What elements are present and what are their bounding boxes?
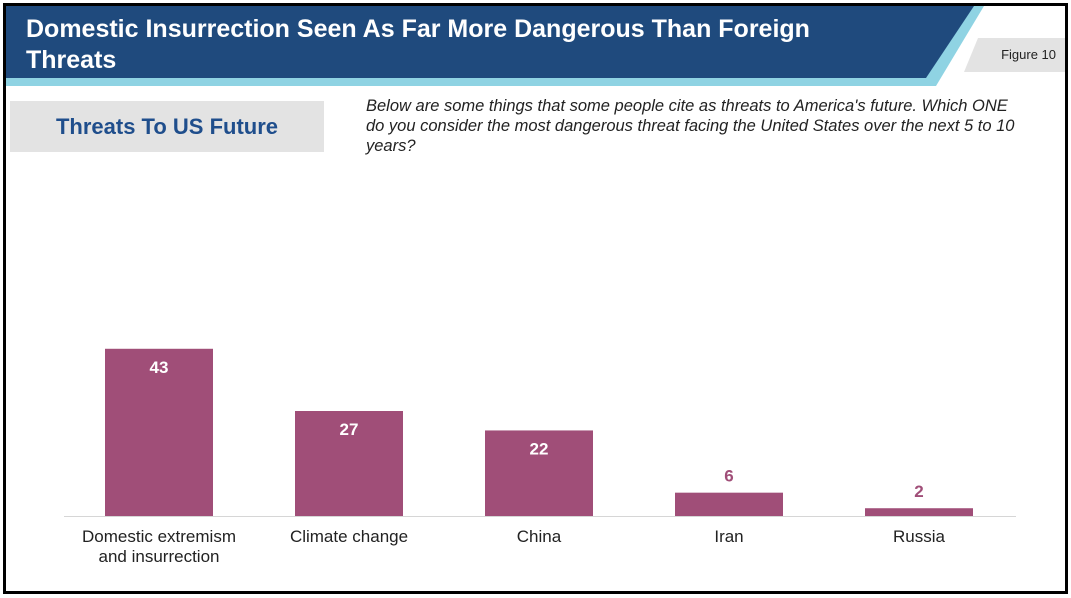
x-tick-label: Domestic extremism and insurrection: [59, 527, 259, 567]
x-tick-label-line: China: [516, 527, 562, 546]
figure-label: Figure 10: [1001, 47, 1056, 62]
x-tick-label-line: Iran: [714, 527, 744, 546]
data-label: 22: [530, 439, 549, 458]
x-tick-label: Iran: [629, 527, 829, 547]
x-tick-label: China: [439, 527, 639, 547]
subtitle: Threats To US Future: [55, 114, 279, 139]
x-tick-label-line: Climate change: [289, 527, 409, 546]
slide-frame: Domestic Insurrection Seen As Far More D…: [3, 3, 1068, 594]
title-band: [6, 6, 984, 86]
bar: [675, 492, 783, 516]
bar: [865, 508, 973, 516]
x-tick-label-line: and insurrection: [98, 547, 220, 566]
data-label: 27: [340, 420, 359, 439]
figure-tab: [964, 38, 1065, 72]
bar: [485, 430, 593, 516]
data-label: 43: [150, 358, 169, 377]
x-tick-label-line: Domestic extremism: [82, 527, 236, 546]
title-band-fill: [6, 6, 974, 78]
bar: [105, 348, 213, 516]
page-title: Domestic Insurrection Seen As Far More D…: [26, 15, 810, 74]
data-label: 6: [724, 467, 733, 486]
x-tick-label-line: Russia: [893, 527, 945, 546]
survey-question: Below are some things that some people c…: [366, 97, 1015, 155]
x-tick-label: Climate change: [249, 527, 449, 547]
bar-chart: 43 27 22 6 2: [64, 348, 1016, 517]
subtitle-box: Threats To US Future: [10, 101, 324, 152]
data-label: 2: [914, 482, 923, 501]
x-tick-label: Russia: [819, 527, 1019, 547]
bar: [295, 411, 403, 516]
